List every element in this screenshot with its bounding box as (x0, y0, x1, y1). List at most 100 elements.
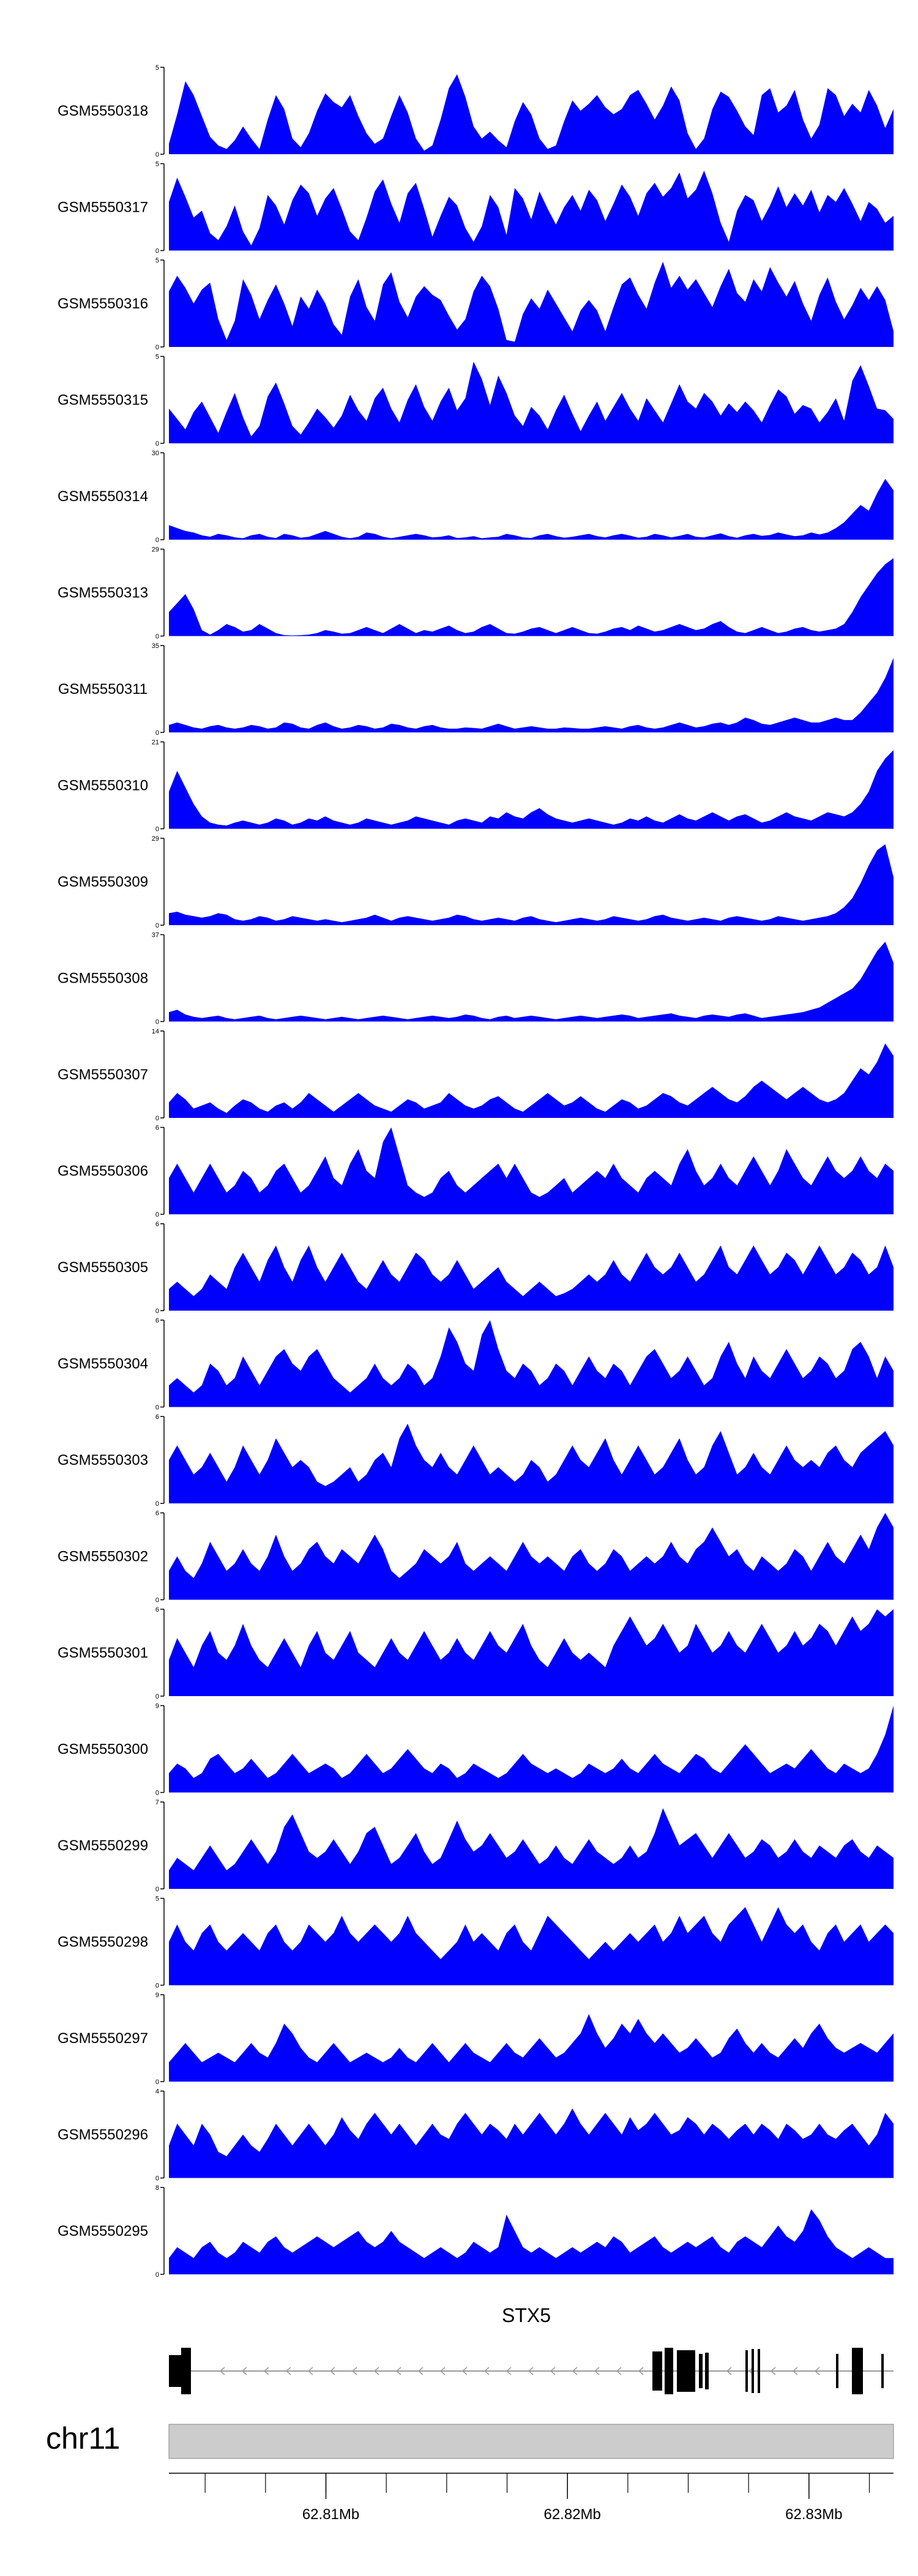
y-tick-label-max: 21 (152, 739, 159, 746)
track-label: GSM5550305 (58, 1259, 148, 1276)
y-tick-label-min: 0 (155, 1115, 159, 1122)
y-tick-label-max: 6 (155, 1221, 159, 1228)
coverage-area (169, 750, 894, 829)
y-tick-label-max: 29 (152, 546, 159, 554)
track-label: GSM5550315 (58, 392, 148, 409)
track-GSM5550317: GSM5550317 5 0 (58, 161, 894, 255)
gene-name-label: STX5 (502, 2304, 551, 2326)
track-label: GSM5550318 (58, 103, 148, 119)
coverage-tracks: GSM555031850GSM555031750GSM555031650GSM5… (58, 64, 894, 2279)
coverage-area (169, 558, 894, 636)
coverage-area (169, 2209, 894, 2274)
y-tick-label-max: 29 (152, 835, 159, 843)
gene-exon (852, 2348, 863, 2394)
track-label: GSM5550295 (58, 2223, 148, 2239)
x-tick-label: 62.81Mb (302, 2506, 359, 2523)
y-tick-label-min: 0 (155, 1019, 159, 1026)
y-tick-label-min: 0 (155, 633, 159, 641)
y-tick-label-min: 0 (155, 1500, 159, 1508)
track-GSM5550313: GSM5550313 29 0 (58, 546, 894, 641)
coverage-area (169, 2108, 894, 2178)
track-GSM5550309: GSM5550309 29 0 (58, 835, 894, 929)
track-label: GSM5550298 (58, 1934, 148, 1951)
track-GSM5550310: GSM5550310 21 0 (58, 739, 894, 833)
coverage-area (169, 1127, 894, 1215)
y-tick-label-max: 9 (155, 1703, 159, 1710)
y-tick-label-max: 9 (155, 1992, 159, 1999)
track-label: GSM5550297 (58, 2030, 148, 2047)
y-tick-label-max: 6 (155, 1510, 159, 1517)
strand-arrow (461, 2367, 468, 2375)
track-label: GSM5550308 (58, 970, 148, 987)
x-tick-label: 62.83Mb (785, 2506, 842, 2523)
track-GSM5550315: GSM5550315 5 0 (58, 354, 894, 448)
y-tick-label-min: 0 (155, 1886, 159, 1893)
strand-arrow (351, 2367, 357, 2375)
coverage-area (169, 170, 894, 251)
y-tick-label-min: 0 (155, 2175, 159, 2183)
track-GSM5550304: GSM5550304 6 0 (58, 1317, 894, 1412)
track-GSM5550296: GSM5550296 4 0 (58, 2088, 894, 2183)
track-GSM5550307: GSM5550307 14 0 (58, 1028, 894, 1122)
coverage-area (169, 74, 894, 155)
y-tick-label-min: 0 (155, 1597, 159, 1604)
strand-arrow (439, 2367, 446, 2375)
coverage-area (169, 1423, 894, 1503)
gene-exon (752, 2349, 754, 2393)
y-tick-label-min: 0 (155, 1693, 159, 1700)
strand-arrow (638, 2367, 644, 2375)
track-label: GSM5550307 (58, 1067, 148, 1083)
strand-arrow (329, 2367, 335, 2375)
track-label: GSM5550300 (58, 1741, 148, 1758)
strand-arrow (550, 2367, 556, 2375)
strand-arrow (572, 2367, 578, 2375)
track-GSM5550297: GSM5550297 9 0 (58, 1992, 894, 2086)
coverage-area (169, 1808, 894, 1889)
track-label: GSM5550296 (58, 2127, 148, 2143)
y-tick-label-min: 0 (155, 1982, 159, 1990)
track-GSM5550306: GSM5550306 6 0 (58, 1125, 894, 1219)
strand-arrow (417, 2367, 424, 2375)
y-tick-label-max: 6 (155, 1606, 159, 1614)
y-tick-label-min: 0 (155, 2079, 159, 2086)
y-tick-label-min: 0 (155, 922, 159, 929)
strand-arrow (219, 2367, 225, 2375)
track-label: GSM5550299 (58, 1837, 148, 1854)
chromosome-label: chr11 (46, 2421, 120, 2455)
track-GSM5550311: GSM5550311 35 0 (58, 642, 894, 737)
y-tick-label-max: 35 (152, 642, 159, 650)
y-tick-label-min: 0 (155, 537, 159, 544)
y-tick-label-min: 0 (155, 1308, 159, 1315)
strand-arrow (770, 2367, 776, 2375)
y-tick-label-max: 5 (155, 161, 159, 168)
y-tick-label-min: 0 (155, 2271, 159, 2279)
track-GSM5550308: GSM5550308 37 0 (58, 932, 894, 1026)
track-label: GSM5550313 (58, 585, 148, 601)
track-GSM5550318: GSM5550318 5 0 (58, 64, 894, 158)
coverage-area (169, 1705, 894, 1793)
y-tick-label-max: 7 (155, 1799, 159, 1806)
strand-arrow (506, 2367, 512, 2375)
track-GSM5550305: GSM5550305 6 0 (58, 1221, 894, 1315)
strand-arrow (528, 2367, 534, 2375)
track-label: GSM5550301 (58, 1645, 148, 1661)
y-tick-label-max: 30 (152, 450, 159, 457)
y-tick-label-min: 0 (155, 826, 159, 833)
track-label: GSM5550317 (58, 199, 148, 216)
gene-exon (836, 2354, 838, 2388)
strand-arrow (616, 2367, 622, 2375)
strand-arrow (307, 2367, 313, 2375)
coverage-area (169, 1320, 894, 1407)
y-tick-label-max: 8 (155, 2184, 159, 2192)
strand-arrow (814, 2367, 820, 2375)
y-tick-label-min: 0 (155, 1790, 159, 1797)
track-GSM5550299: GSM5550299 7 0 (58, 1799, 894, 1893)
track-label: GSM5550311 (58, 681, 147, 698)
gene-exon (665, 2348, 673, 2394)
track-label: GSM5550309 (58, 874, 148, 890)
track-label: GSM5550302 (58, 1549, 148, 1565)
strand-arrow (263, 2367, 269, 2375)
strand-arrow (483, 2367, 490, 2375)
coverage-area (169, 1245, 894, 1311)
